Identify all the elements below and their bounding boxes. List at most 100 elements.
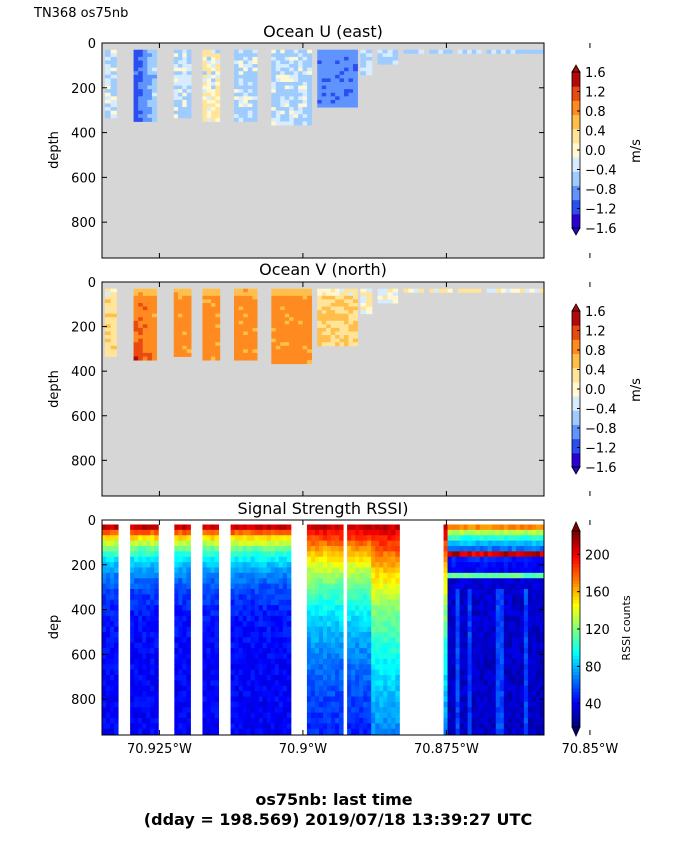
heatmap-cell xyxy=(375,712,380,719)
heatmap-cell xyxy=(151,107,158,112)
heatmap-cell xyxy=(467,664,473,671)
heatmap-cell xyxy=(475,545,481,552)
heatmap-cell xyxy=(254,642,260,649)
heatmap-cell xyxy=(475,583,481,590)
heatmap-cell xyxy=(531,583,537,590)
heatmap-cell xyxy=(347,621,352,628)
heatmap-cell xyxy=(335,712,340,719)
heatmap-cell xyxy=(271,71,277,76)
heatmap-cell xyxy=(326,92,332,97)
heatmap-cell xyxy=(471,551,477,558)
heatmap-cell xyxy=(147,349,153,354)
heatmap-cell xyxy=(250,728,256,735)
heatmap-cell xyxy=(363,685,368,692)
heatmap-cell xyxy=(307,110,313,115)
heatmap-cell xyxy=(471,680,477,687)
heatmap-cell xyxy=(511,696,517,703)
heatmap-cell xyxy=(254,696,260,703)
heatmap-cell xyxy=(243,53,249,58)
heatmap-cell xyxy=(275,64,281,69)
heatmap-cell xyxy=(348,89,354,94)
heatmap-cell xyxy=(479,637,485,644)
heatmap-cell xyxy=(238,92,244,97)
heatmap-cell xyxy=(455,545,461,552)
heatmap-cell xyxy=(366,306,373,311)
heatmap-cell xyxy=(104,92,112,97)
heatmap-cell xyxy=(323,578,328,585)
heatmap-cell xyxy=(286,723,292,730)
heatmap-cell xyxy=(130,556,135,563)
heatmap-cell xyxy=(104,107,112,112)
heatmap-cell xyxy=(238,599,244,606)
heatmap-cell xyxy=(519,599,525,606)
heatmap-cell xyxy=(347,685,352,692)
heatmap-cell xyxy=(282,669,288,676)
heatmap-cell xyxy=(330,324,336,329)
heatmap-cell xyxy=(278,691,284,697)
heatmap-cell xyxy=(455,567,461,574)
heatmap-cell xyxy=(186,567,191,574)
heatmap-cell xyxy=(266,545,272,552)
heatmap-cell xyxy=(395,664,400,671)
heatmap-cell xyxy=(318,615,324,622)
heatmap-cell xyxy=(142,49,148,54)
heatmap-cell xyxy=(206,292,212,297)
heatmap-cell xyxy=(491,631,497,638)
heatmap-cell xyxy=(447,642,453,649)
heatmap-cell xyxy=(252,74,258,79)
heatmap-cell xyxy=(371,594,376,601)
heatmap-cell xyxy=(443,674,449,681)
heatmap-cell xyxy=(242,540,248,547)
heatmap-cell xyxy=(246,664,252,671)
heatmap-cell xyxy=(138,642,143,649)
heatmap-cell xyxy=(242,701,248,708)
heatmap-cell xyxy=(102,723,107,730)
heatmap-cell xyxy=(178,637,183,644)
heatmap-cell xyxy=(142,306,148,311)
heatmap-cell xyxy=(211,338,216,343)
heatmap-cell xyxy=(443,562,449,568)
heatmap-cell xyxy=(278,524,284,531)
heatmap-cell xyxy=(503,529,509,536)
heatmap-cell xyxy=(375,653,380,660)
heatmap-cell xyxy=(104,295,112,300)
heatmap-cell xyxy=(515,583,521,590)
heatmap-cell xyxy=(186,572,191,579)
heatmap-cell xyxy=(234,338,240,343)
heatmap-cell xyxy=(352,327,358,332)
heatmap-cell xyxy=(479,556,485,563)
heatmap-cell xyxy=(250,723,256,730)
heatmap-cell xyxy=(479,545,485,552)
heatmap-cell xyxy=(150,701,155,708)
heatmap-cell xyxy=(298,107,304,112)
heatmap-cell xyxy=(467,605,473,611)
heatmap-cell xyxy=(102,728,107,735)
y-axis-label: depth xyxy=(47,131,62,169)
heatmap-cell xyxy=(247,313,253,318)
heatmap-cell xyxy=(352,310,358,315)
heatmap-cell xyxy=(302,60,308,65)
heatmap-cell xyxy=(151,356,158,361)
heatmap-cell xyxy=(515,674,521,681)
heatmap-cell xyxy=(262,572,268,579)
heatmap-cell xyxy=(147,352,153,357)
heatmap-cell xyxy=(507,556,513,563)
heatmap-cell xyxy=(352,292,358,297)
heatmap-cell xyxy=(487,529,493,536)
heatmap-cell xyxy=(447,712,453,719)
heatmap-cell xyxy=(491,723,497,730)
heatmap-cell xyxy=(459,562,465,568)
heatmap-cell xyxy=(352,320,358,325)
heatmap-cell xyxy=(447,578,453,585)
heatmap-cell xyxy=(247,107,253,112)
heatmap-cell xyxy=(286,545,292,552)
heatmap-cell xyxy=(238,78,244,83)
heatmap-cell xyxy=(243,71,249,76)
heatmap-cell xyxy=(211,324,216,329)
heatmap-cell xyxy=(234,320,240,325)
heatmap-cell xyxy=(471,691,477,697)
heatmap-cell xyxy=(302,49,308,54)
heatmap-cell xyxy=(278,674,284,681)
heatmap-cell xyxy=(110,103,117,108)
heatmap-cell xyxy=(367,631,372,638)
